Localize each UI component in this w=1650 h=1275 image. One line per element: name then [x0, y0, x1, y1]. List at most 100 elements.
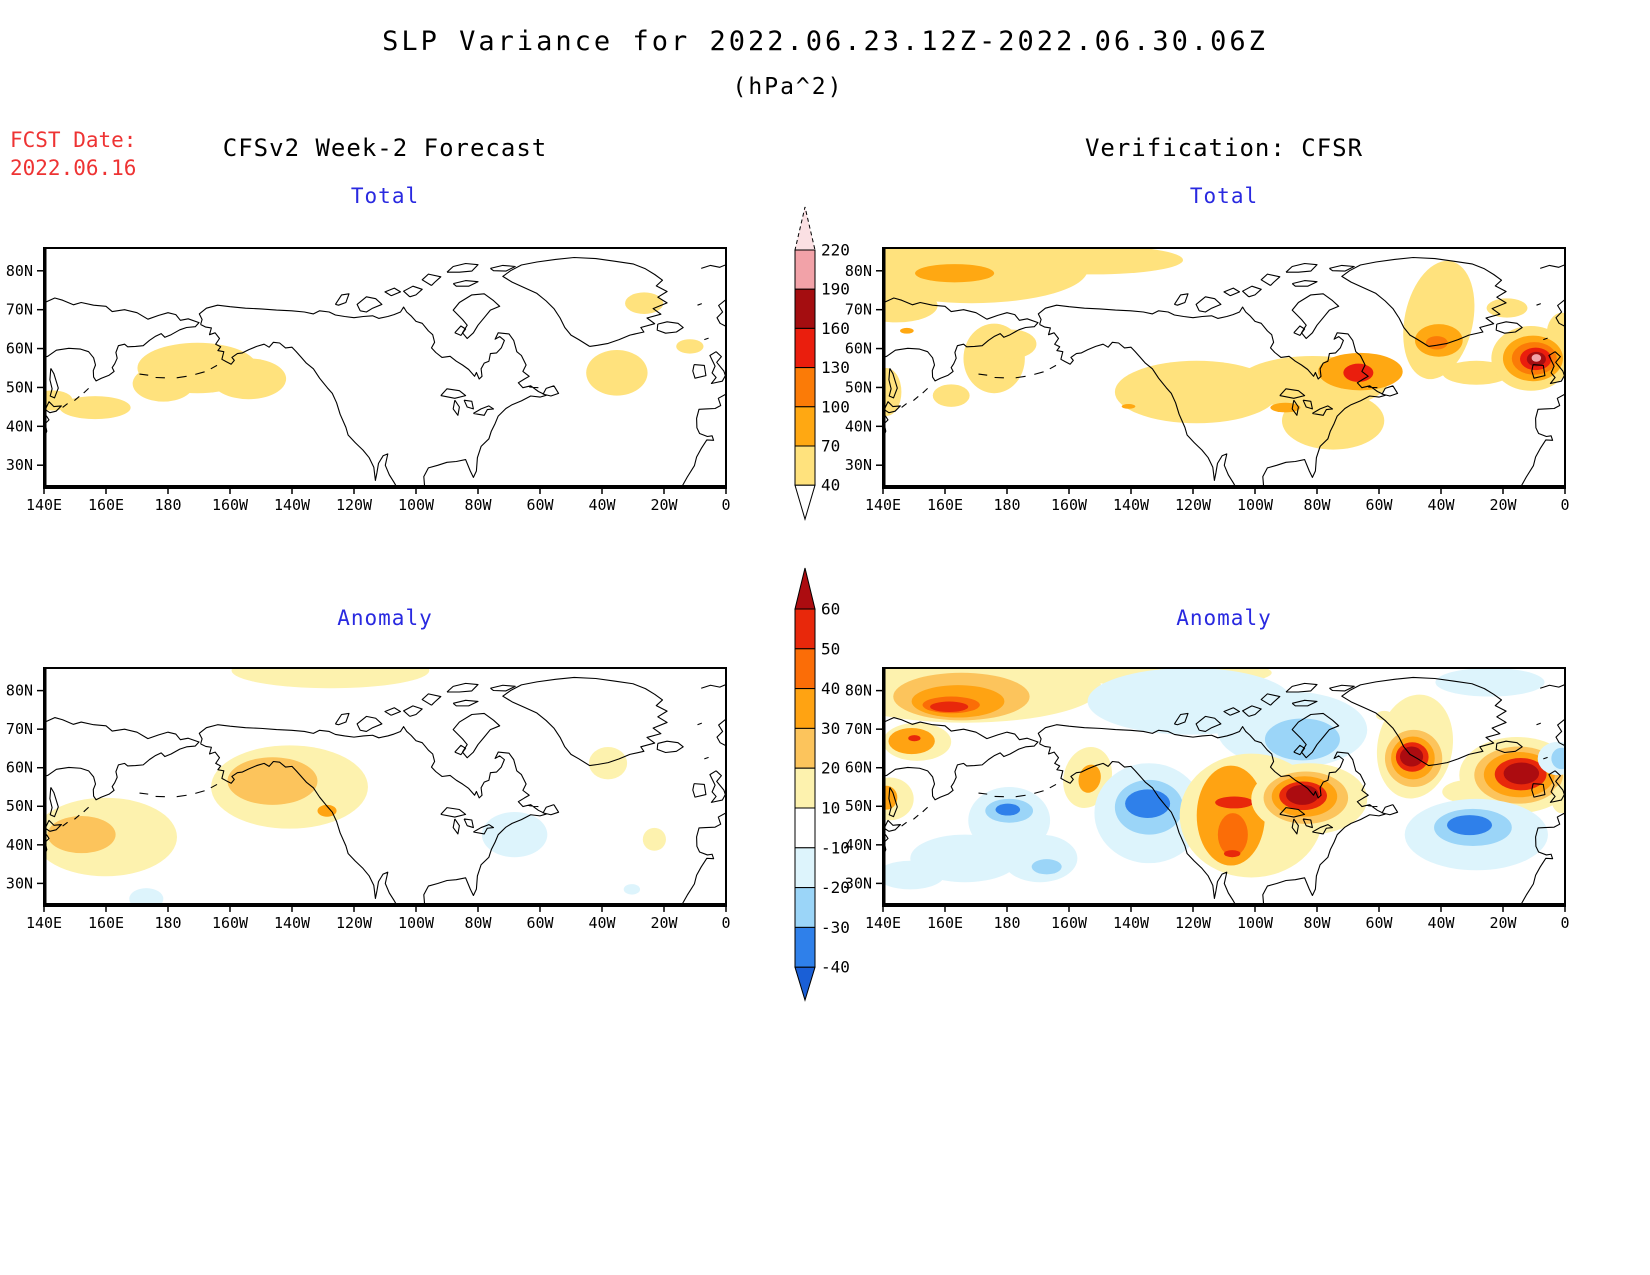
colorbar-segment: [794, 727, 816, 769]
contour-blob: [915, 264, 995, 283]
map-panel-verification-anomaly: 140E 160E 180 160W 140W 120W 100W 80W 60W 40W 20W 0…: [845, 667, 1570, 932]
colorbar-segment: [794, 367, 816, 408]
map-panel-verification-total: 140E 160E 180 160W 140W 120W 100W 80W 60W 40W 20W 0…: [845, 247, 1570, 514]
colorbar-tick-label: 70: [821, 437, 840, 456]
x-tick-label: 140W: [1113, 914, 1149, 932]
contour-blob: [1281, 392, 1385, 450]
contour-blob: [883, 785, 898, 810]
x-tick-label: 120W: [1175, 914, 1211, 932]
x-tick-label: 80W: [464, 496, 492, 514]
contour-blob: [900, 327, 914, 334]
y-tick-label: 80N: [845, 682, 872, 700]
x-tick-label: 180: [993, 496, 1020, 514]
colorbar-segment: [794, 445, 816, 486]
colorbar-tick-label: -10: [821, 838, 850, 857]
y-tick-label: 40N: [6, 836, 33, 854]
contour-blob: [930, 701, 969, 713]
contour-blob: [888, 727, 935, 755]
y-tick-label: 50N: [6, 797, 33, 815]
contour-blob: [1031, 859, 1062, 875]
x-tick-label: 40W: [588, 496, 616, 514]
x-tick-label: 40W: [1427, 914, 1454, 932]
contour-blob: [317, 804, 337, 817]
colorbar-segment: [794, 406, 816, 447]
x-tick-label: 180: [154, 496, 181, 514]
y-tick-label: 50N: [845, 797, 872, 815]
colorbar-segment: [794, 807, 816, 849]
contour-blob: [47, 816, 116, 854]
colorbar-segment: [794, 847, 816, 889]
colorbar-tick-label: 130: [821, 358, 850, 377]
x-tick-label: 160W: [212, 914, 248, 932]
x-tick-label: 140W: [274, 914, 310, 932]
contour-blob: [1531, 354, 1542, 362]
column-title-verification: Verification: CFSR: [1084, 134, 1364, 162]
contour-blob: [1114, 360, 1279, 424]
y-tick-label: 30N: [845, 874, 872, 892]
contour-blob: [132, 365, 195, 402]
x-tick-label: 80W: [1303, 496, 1331, 514]
contour-blob: [625, 292, 664, 314]
y-tick-label: 80N: [6, 262, 33, 280]
x-tick-label: 160E: [88, 496, 124, 514]
colorbar-tick-label: 40: [821, 476, 840, 495]
contour-blob: [231, 668, 430, 689]
x-tick-label: 0: [721, 914, 730, 932]
page-subtitle: (hPa^2): [732, 74, 844, 100]
colorbar-segment: [794, 688, 816, 729]
colorbar-tick-label: 30: [821, 719, 840, 738]
y-tick-label: 40N: [845, 836, 872, 854]
y-tick-label: 60N: [6, 759, 33, 777]
colorbar-tick-label: 100: [821, 397, 850, 416]
x-tick-label: 60W: [1365, 496, 1393, 514]
colorbar-tick-label: -20: [821, 878, 850, 897]
colorbar-segment: [794, 608, 816, 650]
colorbar-tick-label: 10: [821, 799, 840, 818]
x-tick-label: 160W: [1051, 914, 1087, 932]
x-tick-label: 160E: [927, 496, 963, 514]
y-tick-label: 50N: [6, 378, 33, 396]
x-tick-label: 100W: [398, 496, 435, 514]
colorbar-segment: [794, 249, 816, 290]
contour-blob: [1121, 404, 1136, 409]
colorbar-tick-label: 20: [821, 759, 840, 778]
y-tick-label: 80N: [845, 262, 872, 280]
colorbar-tick-label: 40: [821, 679, 840, 698]
x-tick-label: 140E: [26, 914, 62, 932]
colorbar-top-arrow: [794, 567, 816, 610]
contour-blob: [995, 803, 1021, 816]
contour-blob: [44, 390, 73, 411]
x-tick-label: 140E: [865, 914, 901, 932]
contour-blob: [1217, 813, 1248, 857]
x-tick-label: 120W: [336, 914, 372, 932]
panel-title-forecast-anomaly: Anomaly: [337, 606, 433, 630]
x-tick-label: 20W: [1489, 914, 1516, 932]
x-tick-label: 20W: [650, 914, 677, 932]
y-tick-label: 70N: [845, 301, 872, 319]
coastline: [883, 256, 1565, 488]
x-tick-label: 140E: [865, 496, 901, 514]
panel-title-forecast-total: Total: [350, 184, 420, 208]
contour-blob: [59, 396, 131, 420]
x-tick-label: 120W: [336, 496, 373, 514]
contour-blob: [642, 827, 666, 851]
contour-blob: [586, 350, 648, 396]
y-tick-label: 70N: [6, 301, 33, 319]
contour-blob: [588, 747, 628, 780]
contour-blob: [129, 888, 164, 906]
panel-title-verification-total: Total: [1189, 184, 1259, 208]
colorbar-segment: [794, 327, 816, 369]
colorbar-top-arrow: [794, 206, 816, 251]
contour-blob: [1551, 747, 1565, 770]
coastline: [44, 256, 726, 488]
contour-blob: [1435, 668, 1545, 697]
contour-blob: [883, 288, 938, 323]
map-panel-forecast-total: 140E 160E 180 160W 140W 120W 100W 80W 60W 40W 20W 0…: [6, 247, 731, 514]
contour-blob: [227, 757, 318, 805]
x-tick-label: 80W: [464, 914, 491, 932]
colorbar-segment: [794, 926, 816, 968]
x-tick-label: 140E: [26, 496, 62, 514]
y-tick-label: 50N: [845, 378, 872, 396]
coastline: [44, 676, 726, 906]
colorbar-total: 220 190 160 130 100 70 40: [794, 206, 850, 521]
